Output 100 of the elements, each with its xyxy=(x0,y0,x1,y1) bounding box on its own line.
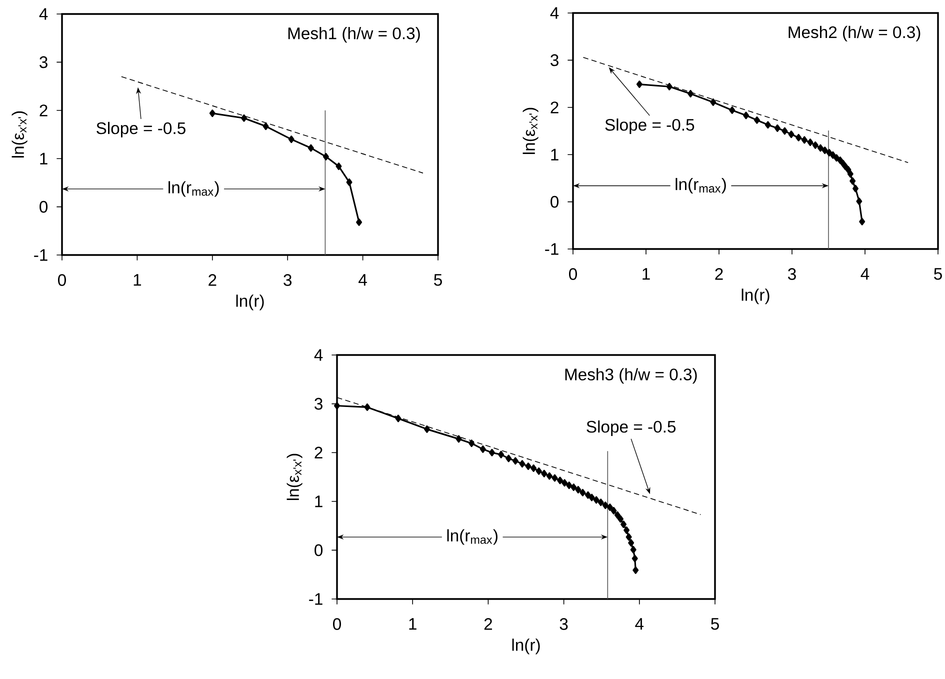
point xyxy=(456,435,462,443)
point xyxy=(834,154,840,162)
point xyxy=(626,533,632,541)
point xyxy=(541,470,548,478)
point xyxy=(546,472,552,480)
y-tick-label: 2 xyxy=(550,102,558,114)
y-tick-label: 1 xyxy=(551,148,558,160)
y-tick-label: 4 xyxy=(550,7,559,19)
x-tick-label: 5 xyxy=(434,274,442,286)
point xyxy=(498,450,504,458)
x-tick-label: 4 xyxy=(358,274,367,286)
point xyxy=(782,127,788,135)
point xyxy=(580,488,586,496)
x-tick-label: 1 xyxy=(642,268,650,280)
annotation: Mesh2 (h/w = 0.3) xyxy=(788,26,920,42)
y-tick-label: 0 xyxy=(550,196,559,208)
point xyxy=(209,110,216,118)
point xyxy=(562,479,568,487)
x-tick-label: 1 xyxy=(134,274,142,286)
x-tick-label: 2 xyxy=(484,618,492,630)
point xyxy=(506,454,512,462)
point xyxy=(356,218,362,226)
point xyxy=(837,156,844,164)
annotation: Mesh3 (h/w = 0.3) xyxy=(565,368,697,384)
point xyxy=(852,184,859,192)
point xyxy=(519,460,526,468)
point xyxy=(729,106,736,114)
y-tick-label: -1 xyxy=(309,593,322,605)
point xyxy=(322,152,329,160)
point xyxy=(584,491,591,499)
point xyxy=(570,484,577,491)
point xyxy=(424,425,430,433)
y-tick-label: 1 xyxy=(40,152,48,164)
point xyxy=(774,124,780,132)
point xyxy=(812,141,818,149)
y-tick-label: 0 xyxy=(40,200,48,213)
annotation: ln(r$_{max}$) xyxy=(168,181,219,197)
point xyxy=(598,498,604,506)
point xyxy=(288,136,294,144)
y-tick-label: 4 xyxy=(39,8,48,20)
point xyxy=(710,98,716,106)
x-tick-label: 4 xyxy=(635,618,644,630)
point xyxy=(859,218,866,226)
y-tick-label: 2 xyxy=(40,104,48,116)
y-tick-label: 3 xyxy=(40,56,48,68)
point xyxy=(512,457,518,465)
x-tick-label: 5 xyxy=(934,268,942,280)
point xyxy=(743,112,750,120)
point xyxy=(822,146,828,154)
point xyxy=(688,90,694,98)
x-tick-label: 3 xyxy=(284,274,292,286)
y-axis-title: ln(ε$_{x'x'}$) xyxy=(12,111,28,158)
point xyxy=(826,148,832,156)
point xyxy=(807,138,814,146)
point xyxy=(395,414,402,422)
y-tick-label: 3 xyxy=(314,398,322,410)
y-tick-label: -1 xyxy=(34,249,48,261)
annotation: Slope = -0.5 xyxy=(605,118,694,134)
point xyxy=(624,526,630,534)
y-tick-label: 2 xyxy=(314,446,322,458)
x-tick-label: 0 xyxy=(58,274,66,286)
point xyxy=(468,440,475,448)
x-tick-label: 0 xyxy=(569,268,577,280)
point xyxy=(602,502,608,510)
x-axis-title: ln(r) xyxy=(742,288,770,304)
annotation: ln(r$_{max}$) xyxy=(676,178,726,194)
point xyxy=(346,178,352,186)
point xyxy=(480,445,486,453)
point xyxy=(334,402,340,410)
y-axis-title: ln(ε$_{x'x'}$) xyxy=(522,108,538,154)
point xyxy=(628,539,634,547)
x-tick-label: 3 xyxy=(560,618,568,630)
point xyxy=(530,464,537,472)
point xyxy=(796,134,802,142)
point xyxy=(847,170,854,178)
x-tick-label: 2 xyxy=(715,268,723,280)
point xyxy=(618,515,624,523)
point xyxy=(488,448,495,456)
x-tick-label: 3 xyxy=(788,268,796,280)
x-tick-label: 1 xyxy=(409,618,416,630)
point xyxy=(850,177,856,185)
point xyxy=(632,554,638,562)
point xyxy=(632,566,639,574)
annotation: Slope = -0.5 xyxy=(96,122,186,138)
x-axis-title: ln(r) xyxy=(236,294,264,310)
point xyxy=(606,504,613,511)
point xyxy=(364,403,370,411)
y-tick-label: 0 xyxy=(314,544,323,556)
point xyxy=(856,198,862,206)
x-tick-label: 5 xyxy=(711,618,719,630)
point xyxy=(614,511,620,519)
point xyxy=(630,546,636,554)
point xyxy=(845,166,852,174)
point xyxy=(801,136,808,144)
point xyxy=(788,130,794,138)
point xyxy=(262,122,269,130)
point xyxy=(557,476,564,484)
point xyxy=(830,151,836,159)
y-tick-label: 3 xyxy=(550,54,558,66)
point xyxy=(610,506,617,514)
